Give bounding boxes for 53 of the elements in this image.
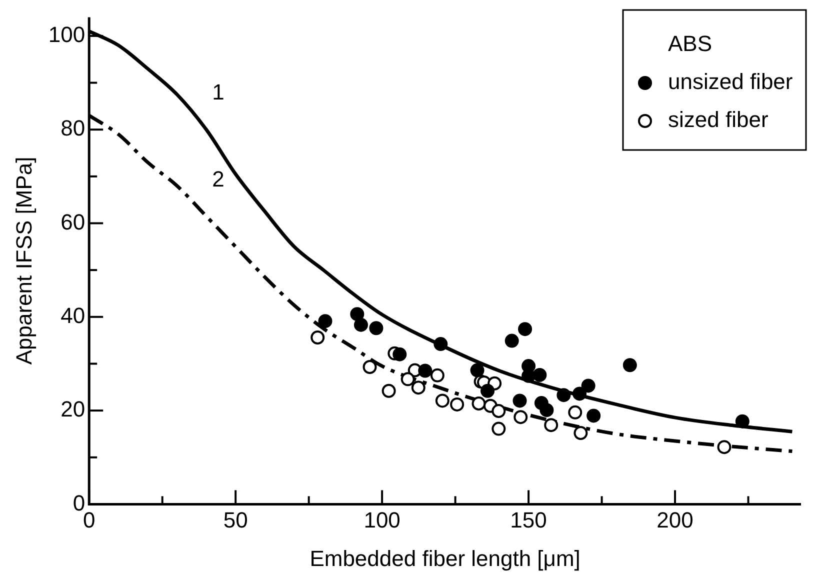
point: [518, 322, 532, 336]
point: [540, 403, 554, 418]
y-tick-label: 100: [48, 22, 86, 47]
point: [470, 363, 484, 378]
point: [392, 347, 407, 362]
y-tick-label: 20: [60, 396, 86, 422]
y-axis-title: Apparent IFSS [MPa]: [11, 156, 36, 365]
point: [492, 404, 506, 418]
point: [382, 384, 396, 398]
point: [556, 388, 571, 402]
annotation: 1: [212, 80, 224, 105]
legend-title: ABS: [668, 31, 712, 56]
x-axis-title: Embedded fiber length [μm]: [310, 546, 580, 571]
point: [480, 384, 495, 398]
point: [411, 380, 426, 395]
y-tick-label: 40: [60, 302, 86, 328]
point: [400, 372, 415, 386]
point: [586, 408, 601, 423]
point: [435, 394, 450, 408]
point: [418, 364, 432, 378]
point: [434, 337, 448, 352]
point: [514, 410, 528, 424]
y-tick-label: 60: [60, 209, 86, 234]
point: [450, 397, 464, 412]
x-tick-label: 100: [364, 507, 400, 532]
point: [430, 368, 444, 382]
point: [504, 334, 519, 348]
point: [532, 368, 547, 382]
point: [622, 358, 637, 372]
legend-label: unsized fiber: [668, 69, 793, 94]
point: [318, 314, 332, 328]
point: [472, 396, 486, 411]
y-tick-label: 0: [72, 490, 86, 516]
point: [544, 418, 558, 432]
y-tick-label: 80: [60, 116, 86, 141]
point: [581, 378, 596, 393]
x-tick-label: 150: [510, 507, 547, 532]
point: [568, 405, 582, 420]
point: [354, 318, 368, 332]
x-tick-label: 200: [656, 507, 694, 532]
point: [369, 321, 384, 336]
point: [572, 386, 587, 401]
point: [717, 440, 732, 454]
legend-label: sized fiber: [668, 107, 768, 132]
point: [492, 422, 506, 436]
point: [310, 330, 325, 344]
point: [362, 360, 377, 374]
point: [574, 426, 588, 440]
point: [512, 394, 527, 408]
point: [735, 414, 750, 428]
annotation: 2: [212, 166, 224, 192]
x-tick-label: 50: [223, 507, 248, 532]
point: [350, 307, 364, 322]
